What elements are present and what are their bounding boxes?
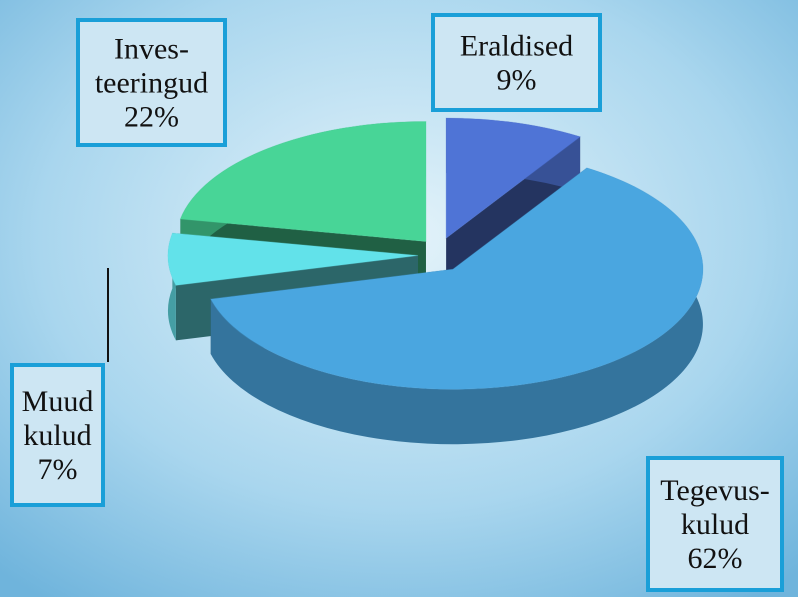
category-line: Eraldised xyxy=(460,30,573,63)
slice xyxy=(179,120,427,242)
value-label: 62% xyxy=(688,542,743,575)
slice xyxy=(445,117,582,240)
category-label: Inves-teeringud xyxy=(95,33,208,100)
label-box xyxy=(10,363,105,507)
category-label: Muud kulud xyxy=(22,385,94,452)
category-line: Muud xyxy=(22,385,94,418)
label-box xyxy=(76,18,227,147)
category-line: Inves- xyxy=(114,33,189,66)
category-line: kulud xyxy=(23,419,91,452)
value-label: 9% xyxy=(497,64,537,97)
category-label: Tegevus-kulud xyxy=(660,474,770,541)
label-box xyxy=(431,13,602,112)
value-label: 22% xyxy=(124,101,179,134)
slice xyxy=(167,232,419,286)
label-box xyxy=(646,456,784,592)
slice-rim xyxy=(210,167,703,445)
category-line: Tegevus- xyxy=(660,474,770,507)
pie-slice xyxy=(209,167,704,445)
category-line: teeringud xyxy=(95,67,208,100)
category-line: kulud xyxy=(681,508,749,541)
slice xyxy=(209,167,704,390)
value-label: 7% xyxy=(38,453,78,486)
category-label: Eraldised xyxy=(460,30,573,63)
